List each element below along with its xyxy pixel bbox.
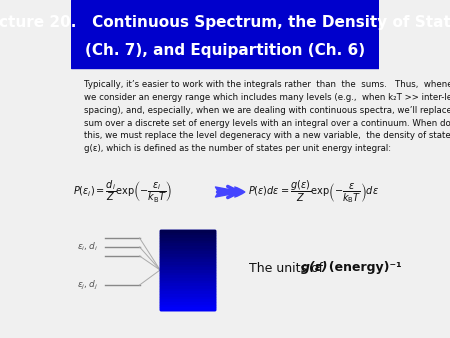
Bar — [160, 283, 215, 286]
Text: (Ch. 7), and Equipartition (Ch. 6): (Ch. 7), and Equipartition (Ch. 6) — [85, 43, 365, 57]
Bar — [160, 275, 215, 278]
Bar — [160, 259, 215, 262]
Bar — [160, 305, 215, 307]
Text: The units of: The units of — [249, 262, 327, 274]
Bar — [160, 307, 215, 310]
Bar — [160, 281, 215, 283]
Bar — [160, 297, 215, 299]
Bar — [160, 233, 215, 235]
Bar — [160, 273, 215, 275]
Bar — [160, 230, 215, 233]
Text: :  (energy)⁻¹: : (energy)⁻¹ — [315, 262, 401, 274]
Bar — [160, 289, 215, 291]
Bar — [160, 302, 215, 305]
Bar — [160, 294, 215, 297]
Bar — [160, 273, 215, 275]
Bar — [160, 257, 215, 259]
Bar — [160, 249, 215, 251]
Bar — [160, 294, 215, 297]
Bar — [160, 283, 215, 286]
Bar — [71, 0, 379, 68]
Bar — [160, 259, 215, 262]
Bar — [160, 289, 215, 291]
Bar — [160, 270, 215, 273]
Bar — [160, 286, 215, 289]
Bar — [160, 302, 215, 305]
Text: $\varepsilon_i, d_i$: $\varepsilon_i, d_i$ — [76, 241, 98, 253]
Bar — [160, 267, 215, 270]
Bar — [160, 241, 215, 243]
Bar — [160, 262, 215, 265]
Bar — [160, 286, 215, 289]
Bar — [160, 235, 215, 238]
Text: g(ε): g(ε) — [301, 262, 328, 274]
Bar — [160, 257, 215, 259]
Bar — [160, 249, 215, 251]
Bar — [160, 246, 215, 249]
Bar — [160, 278, 215, 281]
Bar — [160, 238, 215, 241]
Text: Lecture 20.   Continuous Spectrum, the Density of States: Lecture 20. Continuous Spectrum, the Den… — [0, 15, 450, 29]
Bar — [160, 230, 215, 233]
Bar — [160, 291, 215, 294]
Bar — [160, 238, 215, 241]
Bar — [160, 233, 215, 235]
Bar — [160, 278, 215, 281]
Bar — [160, 299, 215, 302]
Text: Typically, it’s easier to work with the integrals rather  than  the  sums.   Thu: Typically, it’s easier to work with the … — [84, 80, 450, 153]
Bar — [160, 262, 215, 265]
Bar — [160, 246, 215, 249]
Bar — [160, 281, 215, 283]
Bar — [160, 299, 215, 302]
Bar — [160, 243, 215, 246]
Bar — [160, 265, 215, 267]
Bar — [160, 254, 215, 257]
Bar — [160, 267, 215, 270]
Text: $\varepsilon_j, d_j$: $\varepsilon_j, d_j$ — [76, 279, 98, 292]
Bar — [160, 307, 215, 310]
Text: $P(\varepsilon_i) = \dfrac{d_i}{Z}\exp\!\left(-\dfrac{\varepsilon_i}{k_{\mathrm{: $P(\varepsilon_i) = \dfrac{d_i}{Z}\exp\!… — [73, 179, 172, 205]
Bar — [160, 270, 215, 273]
Bar — [160, 251, 215, 254]
Bar — [160, 235, 215, 238]
Bar — [160, 305, 215, 307]
Bar — [160, 297, 215, 299]
Bar — [160, 265, 215, 267]
Bar — [160, 241, 215, 243]
Bar — [160, 291, 215, 294]
Text: $P(\varepsilon)d\varepsilon = \dfrac{g(\varepsilon)}{Z}\exp\!\left(-\dfrac{\vare: $P(\varepsilon)d\varepsilon = \dfrac{g(\… — [248, 178, 379, 206]
Bar — [160, 275, 215, 278]
Bar — [160, 243, 215, 246]
Bar — [160, 230, 215, 310]
Bar — [160, 254, 215, 257]
Bar — [160, 251, 215, 254]
